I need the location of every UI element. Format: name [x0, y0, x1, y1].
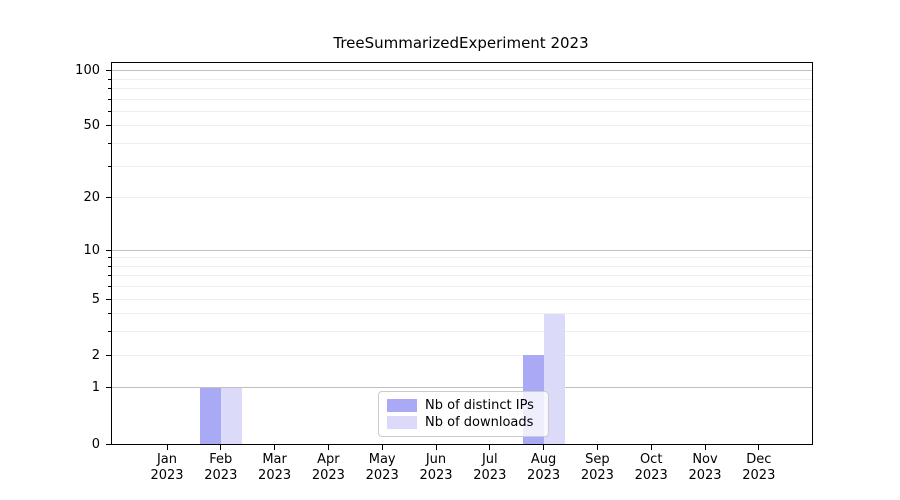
minor-gridline: [112, 197, 812, 199]
x-tick-mark: [166, 445, 168, 450]
y-minor-tick-mark: [108, 313, 111, 315]
y-minor-tick-mark: [108, 331, 111, 333]
x-tick-mark: [596, 445, 598, 450]
y-tick-mark: [106, 70, 111, 72]
minor-gridline: [112, 125, 812, 127]
y-tick-label: 1: [91, 380, 100, 396]
x-tick-label: Jan 2023: [150, 452, 184, 483]
y-minor-tick-mark: [108, 257, 111, 259]
minor-gridline: [112, 275, 812, 277]
x-tick-label: Nov 2023: [688, 452, 722, 483]
legend-swatch-distinct-ips-icon: [387, 399, 417, 412]
y-minor-tick-mark: [108, 197, 111, 199]
x-tick-label: Dec 2023: [742, 452, 776, 483]
plot-area: [111, 62, 813, 445]
x-tick-label: May 2023: [365, 452, 399, 483]
minor-gridline: [112, 110, 812, 112]
x-tick-mark: [704, 445, 706, 450]
y-minor-tick-mark: [108, 286, 111, 288]
y-tick-mark: [106, 387, 111, 389]
x-tick-mark: [220, 445, 222, 450]
y-tick-label: 0: [91, 436, 100, 452]
minor-gridline: [112, 298, 812, 300]
x-tick-mark: [543, 445, 545, 450]
x-tick-label: Apr 2023: [311, 452, 345, 483]
y-minor-tick-mark: [108, 165, 111, 167]
legend-swatch-downloads-icon: [387, 416, 417, 429]
minor-gridline: [112, 257, 812, 259]
x-tick-mark: [489, 445, 491, 450]
x-tick-label: Feb 2023: [204, 452, 238, 483]
x-tick-mark: [435, 445, 437, 450]
y-tick-label: 50: [83, 118, 100, 134]
minor-gridline: [112, 87, 812, 89]
y-minor-tick-mark: [108, 125, 111, 127]
legend-label-distinct-ips: Nb of distinct IPs: [425, 397, 534, 413]
y-minor-tick-mark: [108, 265, 111, 267]
legend-item-distinct-ips: Nb of distinct IPs: [387, 398, 540, 414]
minor-gridline: [112, 265, 812, 267]
legend-label-downloads: Nb of downloads: [425, 414, 534, 430]
y-tick-label: 2: [91, 347, 100, 363]
x-tick-mark: [327, 445, 329, 450]
chart-title: TreeSummarizedExperiment 2023: [333, 34, 589, 52]
minor-gridline: [112, 313, 812, 315]
x-tick-label: Oct 2023: [634, 452, 668, 483]
minor-gridline: [112, 78, 812, 80]
x-tick-label: Sep 2023: [580, 452, 614, 483]
major-gridline: [112, 249, 812, 251]
minor-gridline: [112, 143, 812, 145]
y-minor-tick-mark: [108, 354, 111, 356]
minor-gridline: [112, 165, 812, 167]
minor-gridline: [112, 331, 812, 333]
bar-distinct-ips-feb-2023: [199, 387, 221, 444]
y-minor-tick-mark: [108, 110, 111, 112]
x-tick-label: Mar 2023: [258, 452, 292, 483]
legend: Nb of distinct IPs Nb of downloads: [378, 391, 549, 437]
x-tick-mark: [650, 445, 652, 450]
y-tick-label: 5: [91, 291, 100, 307]
x-tick-label: Aug 2023: [527, 452, 561, 483]
x-tick-mark: [274, 445, 276, 450]
x-tick-label: Jun 2023: [419, 452, 453, 483]
minor-gridline: [112, 98, 812, 100]
y-minor-tick-mark: [108, 298, 111, 300]
y-tick-label: 10: [83, 242, 100, 258]
y-minor-tick-mark: [108, 143, 111, 145]
x-tick-mark: [758, 445, 760, 450]
minor-gridline: [112, 354, 812, 356]
y-minor-tick-mark: [108, 87, 111, 89]
y-tick-mark: [106, 249, 111, 251]
major-gridline: [112, 70, 812, 72]
x-tick-label: Jul 2023: [473, 452, 507, 483]
y-minor-tick-mark: [108, 275, 111, 277]
y-tick-label: 100: [75, 63, 100, 79]
y-minor-tick-mark: [108, 98, 111, 100]
y-minor-tick-mark: [108, 78, 111, 80]
major-gridline: [112, 387, 812, 389]
y-tick-mark: [106, 443, 111, 445]
bar-downloads-feb-2023: [220, 387, 242, 444]
legend-item-downloads: Nb of downloads: [387, 415, 540, 431]
y-tick-label: 20: [83, 190, 100, 206]
minor-gridline: [112, 286, 812, 288]
x-tick-mark: [381, 445, 383, 450]
